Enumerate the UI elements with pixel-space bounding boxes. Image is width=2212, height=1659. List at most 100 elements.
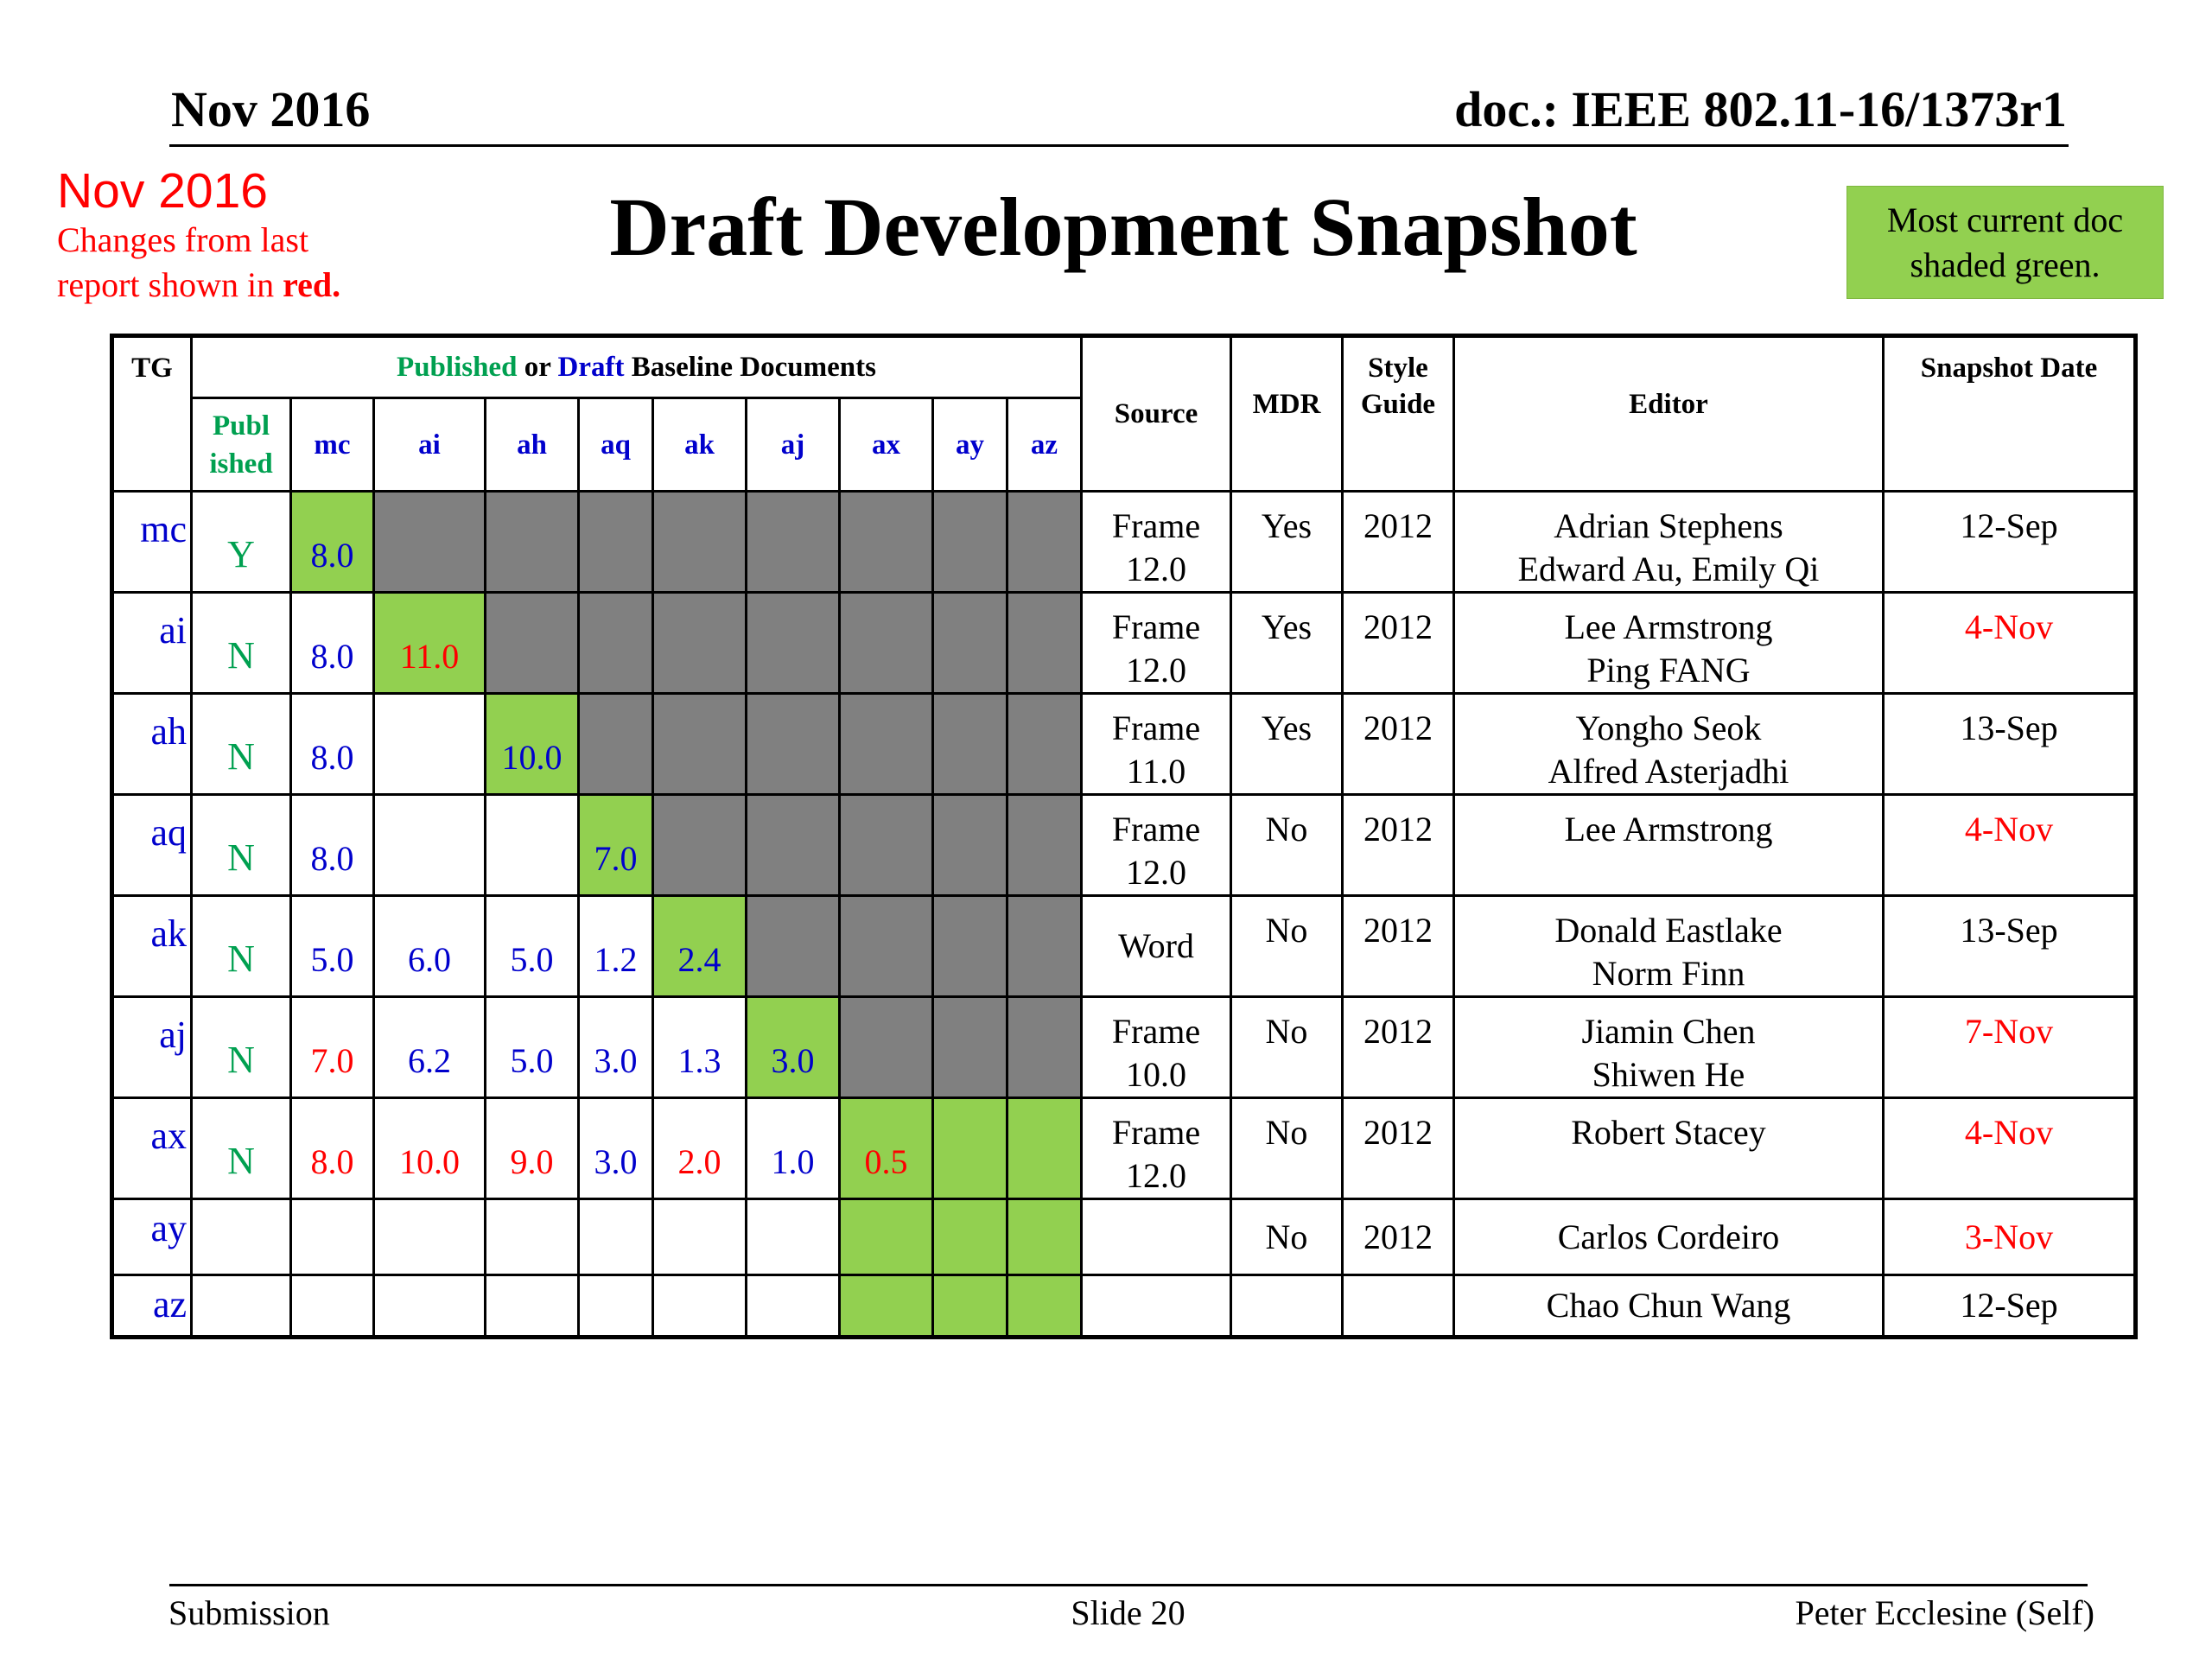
row-editor: Chao Chun Wang bbox=[1452, 1274, 1885, 1338]
value-cell-mc bbox=[289, 1198, 375, 1276]
editor-line-2: Ping FANG bbox=[1586, 651, 1751, 690]
tg-header: TG bbox=[111, 334, 193, 493]
editor-line-2: Shiwen He bbox=[1592, 1055, 1745, 1094]
source-line-1: Frame bbox=[1111, 1113, 1201, 1152]
note-line-1: Changes from last bbox=[57, 219, 309, 259]
row-mdr: No bbox=[1230, 995, 1344, 1099]
note-date: Nov 2016 bbox=[57, 163, 269, 219]
baseline-rest-words: Baseline Documents bbox=[624, 352, 876, 383]
source-line-1: Word bbox=[1118, 926, 1194, 965]
value-cell-mc bbox=[289, 1274, 375, 1338]
footer-submission: Submission bbox=[168, 1593, 330, 1632]
row-style-guide: 2012 bbox=[1341, 591, 1455, 695]
row-source: Frame 10.0 bbox=[1080, 995, 1232, 1099]
row-published: N bbox=[190, 591, 292, 695]
value-cell-ay bbox=[931, 692, 1008, 796]
value-cell-az bbox=[1006, 591, 1083, 695]
value-cell-ak bbox=[652, 692, 747, 796]
value-cell-az bbox=[1006, 1274, 1083, 1338]
value-cell-aq bbox=[577, 692, 654, 796]
value-cell-aj bbox=[745, 692, 841, 796]
value-cell-aj bbox=[745, 1198, 841, 1276]
value-cell-ay bbox=[931, 1096, 1008, 1200]
row-tg: aj bbox=[111, 995, 193, 1099]
editor-line-1: Jiamin Chen bbox=[1581, 1012, 1756, 1051]
table-row-az: az Chao Chun Wang 12-Sep bbox=[111, 1274, 2137, 1338]
legend-line-1: Most current doc bbox=[1886, 200, 2124, 239]
value-cell-ai bbox=[372, 692, 486, 796]
value-cell-aq bbox=[577, 591, 654, 695]
value-cell-mc: 8.0 bbox=[289, 793, 375, 897]
published-header: Publ ished bbox=[190, 397, 292, 493]
table-row-ah: ah N 8.0 10.0 Frame 11.0 Yes 2012 Yongho Seok Alf… bbox=[111, 692, 2137, 796]
value-cell-az bbox=[1006, 490, 1083, 594]
value-cell-ax bbox=[838, 591, 934, 695]
table-row-ai: ai N 8.0 11.0 Frame 12.0 Yes 2012 Lee Armstrong P… bbox=[111, 591, 2137, 695]
value-cell-ai bbox=[372, 1274, 486, 1338]
value-cell-aj bbox=[745, 1274, 841, 1338]
footer-author: Peter Ecclesine (Self) bbox=[1795, 1593, 2094, 1632]
col-header-ak: ak bbox=[652, 397, 747, 493]
value-cell-ax bbox=[838, 692, 934, 796]
value-cell-aj: 3.0 bbox=[745, 995, 841, 1099]
value-cell-az bbox=[1006, 692, 1083, 796]
value-cell-aq: 7.0 bbox=[577, 793, 654, 897]
row-style-guide: 2012 bbox=[1341, 1096, 1455, 1200]
editor-line-1: Lee Armstrong bbox=[1564, 810, 1773, 849]
table-row-mc: mc Y 8.0 Frame 12.0 Yes 2012 Adrian Stephens Edw… bbox=[111, 490, 2137, 594]
value-cell-az bbox=[1006, 894, 1083, 998]
value-cell-aj: 1.0 bbox=[745, 1096, 841, 1200]
editor-line-1: Donald Eastlake bbox=[1554, 911, 1783, 950]
value-cell-ai: 10.0 bbox=[372, 1096, 486, 1200]
col-header-az: az bbox=[1006, 397, 1083, 493]
row-snapshot-date: 13-Sep bbox=[1882, 894, 2137, 998]
col-header-ax: ax bbox=[838, 397, 934, 493]
row-tg: aq bbox=[111, 793, 193, 897]
col-header-mc: mc bbox=[289, 397, 375, 493]
row-tg: ai bbox=[111, 591, 193, 695]
editor-line-1: Carlos Cordeiro bbox=[1557, 1217, 1780, 1256]
col-header-aq: aq bbox=[577, 397, 654, 493]
value-cell-ai bbox=[372, 793, 486, 897]
row-snapshot-date: 12-Sep bbox=[1882, 1274, 2137, 1338]
row-snapshot-date: 4-Nov bbox=[1882, 793, 2137, 897]
value-cell-ak: 1.3 bbox=[652, 995, 747, 1099]
value-cell-ai: 11.0 bbox=[372, 591, 486, 695]
slide-title: Draft Development Snapshot bbox=[0, 181, 2212, 273]
baseline-or-word: or bbox=[517, 352, 558, 383]
row-published: N bbox=[190, 692, 292, 796]
value-cell-ah: 5.0 bbox=[484, 995, 580, 1099]
col-header-ay: ay bbox=[931, 397, 1008, 493]
header-rule bbox=[169, 144, 2069, 147]
value-cell-ax bbox=[838, 1274, 934, 1338]
value-cell-ay bbox=[931, 490, 1008, 594]
style-guide-line-2: Guide bbox=[1360, 389, 1436, 420]
value-cell-ax bbox=[838, 995, 934, 1099]
row-source bbox=[1080, 1274, 1232, 1338]
value-cell-ah: 10.0 bbox=[484, 692, 580, 796]
value-cell-mc: 5.0 bbox=[289, 894, 375, 998]
table-row-ay: ay No 2012 Carlos Cordeiro 3-Nov bbox=[111, 1198, 2137, 1276]
title-text: Draft Development Snapshot bbox=[609, 181, 1637, 273]
row-tg: ah bbox=[111, 692, 193, 796]
row-tg: ay bbox=[111, 1198, 193, 1276]
row-editor: Jiamin Chen Shiwen He bbox=[1452, 995, 1885, 1099]
table-row-ak: ak N 5.0 6.0 5.0 1.2 2.4 Word No 2012 Donald Eastl… bbox=[111, 894, 2137, 998]
snapshot-date-header: Snapshot Date bbox=[1882, 334, 2137, 493]
row-source: Frame 12.0 bbox=[1080, 490, 1232, 594]
value-cell-ak bbox=[652, 490, 747, 594]
row-snapshot-date: 4-Nov bbox=[1882, 1096, 2137, 1200]
editor-header: Editor bbox=[1452, 334, 1885, 493]
row-mdr: Yes bbox=[1230, 591, 1344, 695]
row-tg: mc bbox=[111, 490, 193, 594]
value-cell-aq: 1.2 bbox=[577, 894, 654, 998]
value-cell-ah bbox=[484, 1198, 580, 1276]
value-cell-ax bbox=[838, 1198, 934, 1276]
row-published: N bbox=[190, 995, 292, 1099]
value-cell-ak bbox=[652, 591, 747, 695]
style-guide-header: Style Guide bbox=[1341, 334, 1455, 493]
row-tg: ax bbox=[111, 1096, 193, 1200]
value-cell-az bbox=[1006, 793, 1083, 897]
row-snapshot-date: 4-Nov bbox=[1882, 591, 2137, 695]
value-cell-ak bbox=[652, 1274, 747, 1338]
